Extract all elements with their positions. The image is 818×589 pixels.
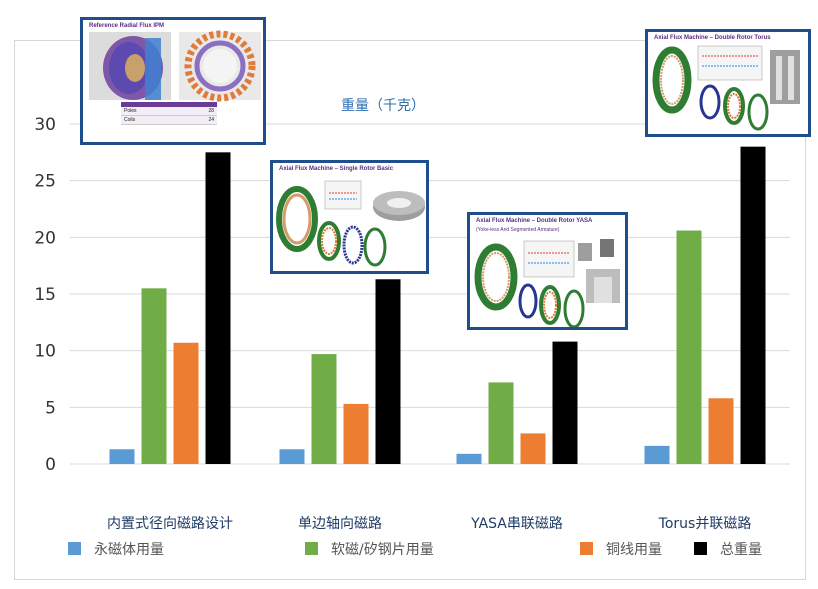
bar	[644, 445, 670, 464]
bar	[488, 382, 514, 464]
bar	[279, 449, 305, 464]
ipm-spec-row: Poles 28	[121, 107, 217, 116]
y-tick-label: 0	[45, 455, 56, 475]
bar	[552, 341, 578, 464]
bar	[173, 342, 199, 464]
bar	[205, 152, 231, 465]
yasa-illustration	[474, 239, 620, 327]
inset-yasa: Axial Flux Machine – Double Rotor YASA (…	[467, 212, 628, 330]
bar	[141, 288, 167, 464]
legend-swatch	[305, 542, 318, 555]
bar	[520, 433, 546, 464]
single-rotor-illustration	[276, 180, 425, 267]
y-tick-label: 15	[34, 285, 56, 305]
y-tick-labels: 0 5 10 15 20 25 30	[34, 115, 56, 475]
inset-ipm-title: Reference Radial Flux IPM	[89, 23, 165, 29]
ipm-spec-table: Poles 28 Coils 24	[121, 102, 217, 125]
inset-yasa-subtitle: (Yoke-less And Segmented Armature)	[476, 227, 560, 233]
legend-label: 永磁体用量	[94, 542, 164, 558]
inset-torus: Axial Flux Machine – Double Rotor Torus	[645, 29, 811, 137]
y-tick-label: 20	[34, 228, 56, 248]
bar	[343, 403, 369, 464]
bar	[676, 230, 702, 464]
y-tick-label: 30	[34, 115, 56, 135]
y-tick-label: 25	[34, 172, 56, 192]
legend-swatch	[694, 542, 707, 555]
bar	[740, 146, 766, 464]
ipm-motor-illustration	[89, 30, 261, 102]
legend-label: 铜线用量	[606, 542, 662, 558]
bar	[375, 279, 401, 464]
legend: 永磁体用量 软磁/矽钢片用量 铜线用量 总重量	[68, 542, 762, 558]
bars	[109, 146, 766, 465]
bar	[109, 449, 135, 464]
category-label: Torus并联磁路	[658, 516, 752, 532]
y-tick-label: 5	[45, 398, 56, 418]
torus-illustration	[652, 45, 800, 131]
chart-title: 重量（千克）	[341, 98, 425, 114]
inset-yasa-title: Axial Flux Machine – Double Rotor YASA	[476, 218, 593, 224]
bar	[708, 398, 734, 464]
inset-single-title: Axial Flux Machine – Single Rotor Basic	[279, 166, 394, 172]
ipm-spec-row: Coils 24	[121, 116, 217, 125]
category-label: 内置式径向磁路设计	[107, 516, 233, 532]
inset-single-rotor: Axial Flux Machine – Single Rotor Basic	[270, 160, 429, 274]
bar	[456, 453, 482, 464]
legend-label: 总重量	[720, 542, 762, 558]
category-label: YASA串联磁路	[470, 516, 563, 532]
legend-label: 软磁/矽钢片用量	[331, 542, 434, 558]
legend-swatch	[580, 542, 593, 555]
chart-frame	[14, 40, 806, 580]
inset-torus-title: Axial Flux Machine – Double Rotor Torus	[654, 35, 771, 41]
legend-swatch	[68, 542, 81, 555]
category-labels: 内置式径向磁路设计 单边轴向磁路 YASA串联磁路 Torus并联磁路	[107, 516, 751, 532]
category-label: 单边轴向磁路	[298, 516, 382, 532]
inset-ipm: Reference Radial Flux IPM Poles 28 Coils…	[80, 17, 266, 145]
y-tick-label: 10	[34, 342, 56, 362]
bar	[311, 354, 337, 464]
